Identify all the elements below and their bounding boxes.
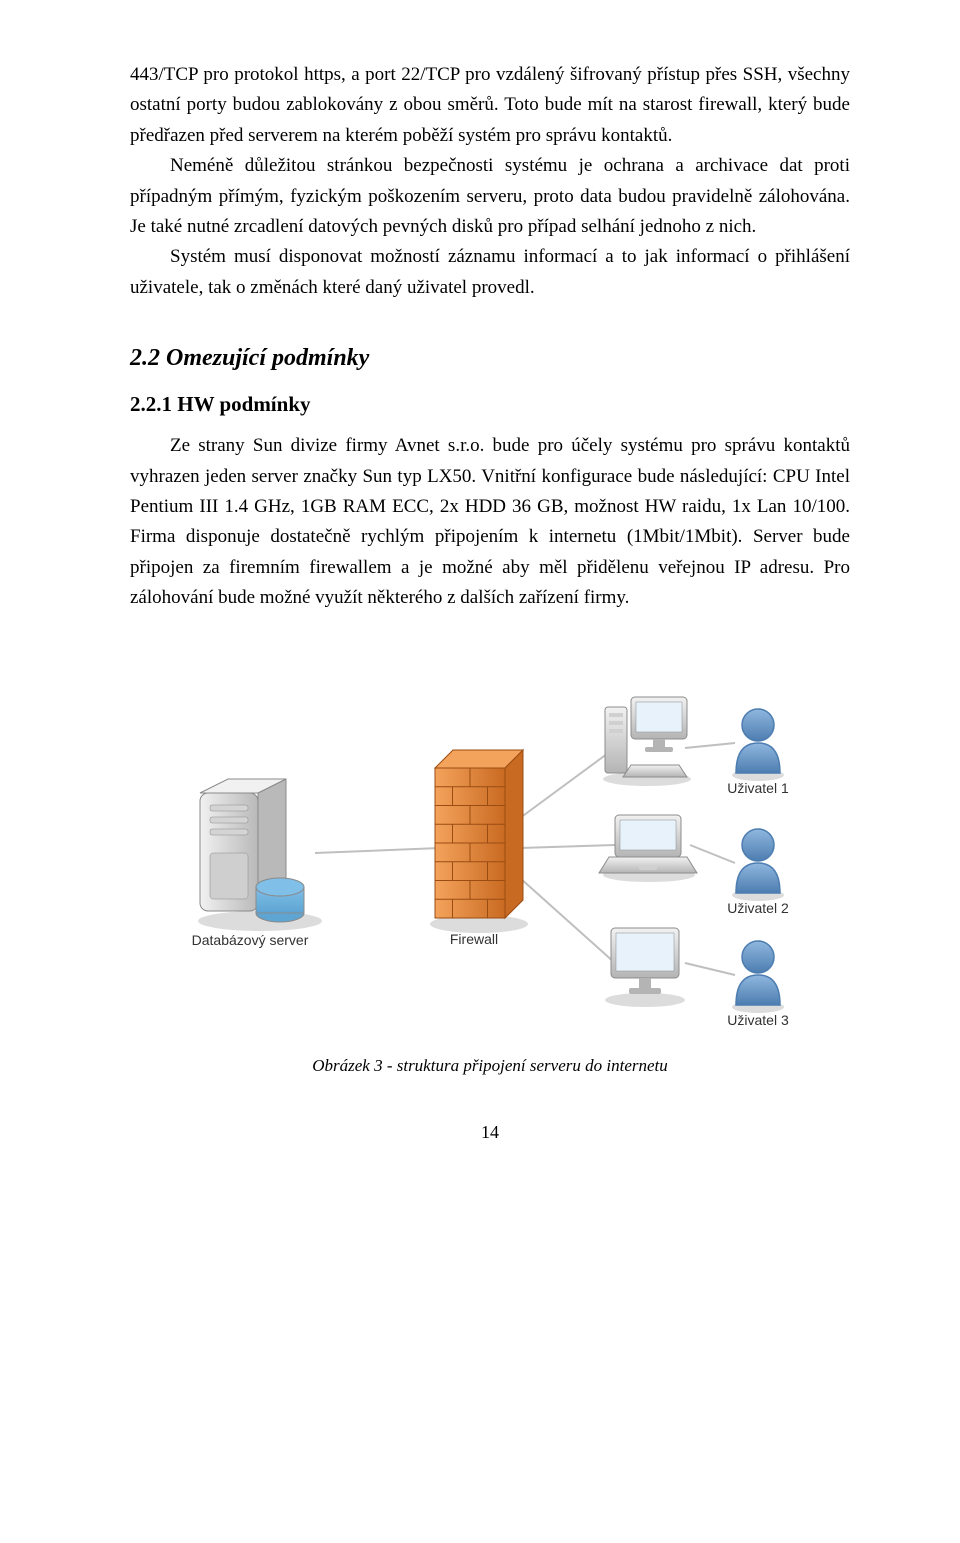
paragraph-2: Neméně důležitou stránkou bezpečnosti sy… bbox=[130, 151, 850, 242]
page: 443/TCP pro protokol https, a port 22/TC… bbox=[0, 0, 960, 1193]
svg-text:Databázový server: Databázový server bbox=[192, 932, 309, 948]
paragraph-4: Ze strany Sun divize firmy Avnet s.r.o. … bbox=[130, 431, 850, 613]
network-diagram: Databázový server Firewall Uživatel 1 Uživa… bbox=[170, 673, 810, 1038]
svg-text:Uživatel 2: Uživatel 2 bbox=[727, 900, 789, 916]
figure-3: Databázový server Firewall Uživatel 1 Uživa… bbox=[130, 673, 850, 1076]
page-number: 14 bbox=[130, 1122, 850, 1143]
heading-2-2-1: 2.2.1 HW podmínky bbox=[130, 392, 850, 417]
network-diagram-svg: Databázový server Firewall Uživatel 1 Uživa… bbox=[170, 673, 810, 1033]
heading-2-2: 2.2 Omezující podmínky bbox=[130, 345, 850, 372]
figure-3-caption: Obrázek 3 - struktura připojení serveru … bbox=[130, 1056, 850, 1076]
paragraph-3: Systém musí disponovat možností záznamu … bbox=[130, 242, 850, 303]
svg-text:Uživatel 3: Uživatel 3 bbox=[727, 1012, 789, 1028]
svg-text:Firewall: Firewall bbox=[450, 931, 498, 947]
svg-text:Uživatel 1: Uživatel 1 bbox=[727, 780, 789, 796]
paragraph-1: 443/TCP pro protokol https, a port 22/TC… bbox=[130, 60, 850, 151]
